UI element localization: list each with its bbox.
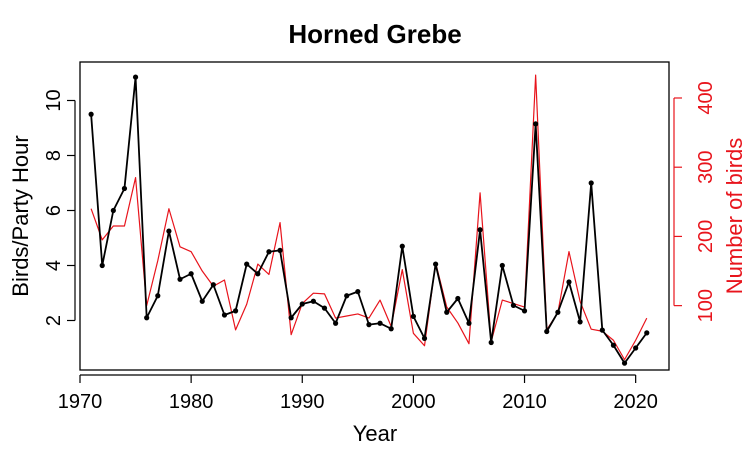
- data-point: [455, 295, 461, 302]
- x-tick-label: 2020: [613, 391, 658, 413]
- data-point: [266, 249, 272, 255]
- data-point: [521, 308, 528, 314]
- data-point: [488, 339, 494, 346]
- y2-tick-label: 200: [695, 220, 717, 253]
- data-point: [621, 360, 628, 366]
- data-point: [277, 247, 283, 253]
- series-number-of-birds: [90, 74, 648, 361]
- data-point: [377, 320, 383, 326]
- y2-tick-label: 100: [695, 289, 717, 322]
- data-point: [121, 185, 128, 192]
- data-point: [577, 319, 583, 325]
- data-point: [444, 309, 450, 315]
- data-point: [310, 298, 316, 304]
- data-point: [588, 180, 594, 186]
- y2-tick-label: 300: [695, 151, 717, 184]
- data-point: [210, 282, 216, 288]
- y-axis-label: Birds/Party Hour: [8, 135, 33, 296]
- data-point: [421, 335, 428, 341]
- data-point: [199, 298, 205, 304]
- data-point: [132, 74, 139, 80]
- data-point: [99, 262, 105, 269]
- data-point: [355, 289, 361, 295]
- data-point: [510, 302, 517, 308]
- data-point: [566, 279, 572, 285]
- data-point: [166, 228, 172, 234]
- y-axis-right: 100 200 300 400: [673, 81, 717, 322]
- data-point: [533, 121, 539, 127]
- y-tick-label: 4: [43, 260, 65, 271]
- y-axis-left: 2 4 6 8 10: [43, 89, 76, 326]
- data-point: [599, 327, 605, 333]
- data-point: [333, 320, 339, 326]
- data-point: [477, 227, 483, 233]
- data-point: [555, 309, 561, 315]
- data-point: [221, 312, 228, 318]
- data-point: [288, 315, 294, 321]
- data-point: [321, 305, 328, 311]
- x-tick-label: 1980: [169, 391, 214, 413]
- data-point: [177, 276, 183, 282]
- x-tick-label: 1970: [58, 391, 103, 413]
- birds-per-party-hour-line: [90, 76, 648, 365]
- data-point: [466, 320, 472, 326]
- data-point: [410, 313, 416, 319]
- data-point: [155, 293, 161, 299]
- data-point: [433, 261, 439, 267]
- chart-title: Horned Grebe: [288, 19, 461, 49]
- x-tick-label: 2000: [391, 391, 436, 413]
- data-point: [344, 293, 350, 299]
- data-point: [544, 328, 550, 335]
- data-point: [244, 261, 250, 267]
- data-point: [366, 322, 372, 328]
- y2-axis-label: Number of birds: [722, 138, 747, 295]
- number-of-birds-line: [90, 74, 648, 361]
- data-point: [232, 308, 239, 314]
- data-point: [144, 315, 150, 321]
- data-point: [610, 342, 617, 348]
- data-point: [299, 301, 305, 307]
- data-point: [255, 271, 261, 277]
- data-point: [110, 207, 116, 214]
- data-point: [644, 330, 650, 336]
- x-axis-label: Year: [353, 421, 397, 446]
- x-tick-label: 1990: [280, 391, 325, 413]
- data-point: [399, 243, 405, 249]
- data-point: [388, 326, 394, 332]
- plot-frame: [79, 61, 670, 371]
- y-tick-label: 10: [43, 89, 65, 111]
- data-point: [88, 111, 94, 117]
- data-point: [499, 262, 505, 269]
- y-tick-label: 6: [43, 205, 65, 216]
- y-tick-label: 8: [43, 150, 65, 161]
- x-axis: 1970 1980 1990 2000 2010 2020: [58, 374, 658, 413]
- y2-tick-label: 400: [695, 81, 717, 114]
- data-point: [633, 345, 639, 351]
- data-point: [188, 271, 194, 277]
- y-tick-label: 2: [43, 315, 65, 326]
- series-birds-per-party-hour: [88, 74, 650, 366]
- x-tick-label: 2010: [502, 391, 547, 413]
